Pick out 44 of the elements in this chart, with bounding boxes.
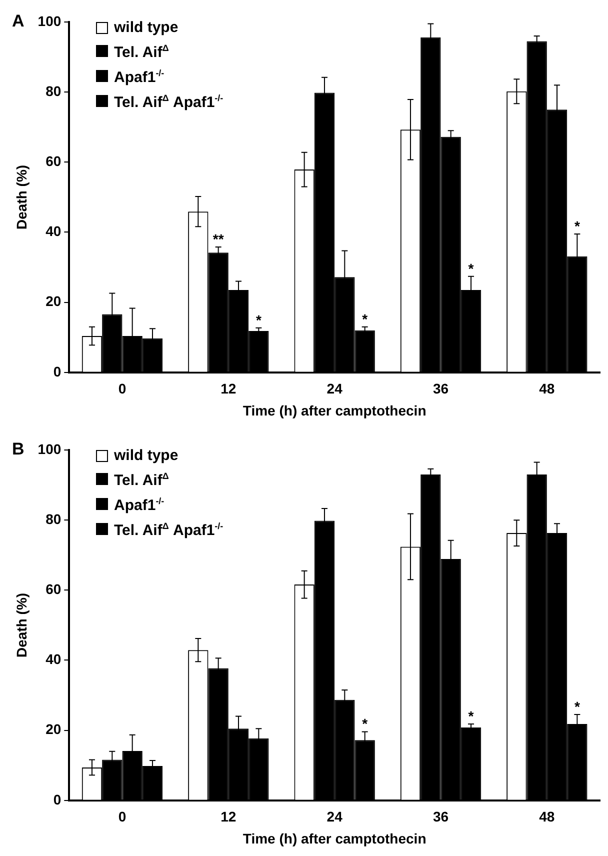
y-tick-label: 60 (46, 153, 62, 170)
annotation: * (574, 698, 580, 715)
x-tick-label: 12 (220, 808, 236, 825)
annotation: * (468, 708, 474, 724)
legend-label: wild type (114, 446, 178, 466)
x-tick-label: 48 (539, 380, 555, 397)
y-tick-label: 40 (46, 651, 62, 668)
y-tick-label: 100 (38, 440, 62, 457)
annotation: ** (212, 230, 224, 247)
annotation: * (362, 716, 368, 732)
x-axis-title: Time (h) after camptothecin (242, 830, 426, 846)
legend-label: Tel. Aif$^{Δ}$ (114, 42, 169, 63)
annotation: * (362, 310, 368, 327)
annotation: * (468, 260, 474, 276)
x-tick-label: 36 (432, 380, 449, 397)
legend-label: Tel. Aif$^{Δ}$ (114, 470, 169, 491)
y-tick-label: 60 (46, 581, 62, 598)
y-tick-label: 0 (53, 363, 62, 380)
y-tick-label: 80 (46, 510, 62, 527)
y-tick-label: 20 (46, 721, 62, 738)
y-axis-title: Death (%) (13, 164, 30, 230)
x-tick-label: 24 (326, 808, 343, 825)
x-tick-label: 36 (432, 808, 449, 825)
legend-label: Apaf1$^{-/-}$ (114, 67, 164, 88)
x-tick-label: 0 (118, 380, 126, 397)
x-axis-title: Time (h) after camptothecin (242, 402, 426, 418)
y-tick-label: 20 (46, 293, 62, 310)
annotation: * (256, 312, 262, 328)
y-tick-label: 100 (38, 12, 62, 29)
legend-label: Tel. Aif$^{Δ}$ Apaf1$^{-/-}$ (114, 520, 224, 541)
x-tick-label: 0 (118, 808, 126, 825)
y-tick-label: 0 (53, 791, 62, 808)
x-tick-label: 48 (539, 808, 555, 825)
legend-label: Apaf1$^{-/-}$ (114, 495, 164, 516)
chart-title: B (12, 440, 24, 459)
y-tick-label: 80 (46, 82, 62, 99)
x-tick-label: 12 (220, 380, 236, 397)
annotation: * (574, 218, 580, 234)
legend-label: wild type (114, 18, 178, 38)
y-axis-title: Death (%) (13, 592, 30, 658)
x-tick-label: 24 (326, 380, 343, 397)
legend-label: Tel. Aif$^{Δ}$ Apaf1$^{-/-}$ (114, 92, 224, 113)
y-tick-label: 40 (46, 223, 62, 240)
chart-title: A (12, 12, 24, 31)
